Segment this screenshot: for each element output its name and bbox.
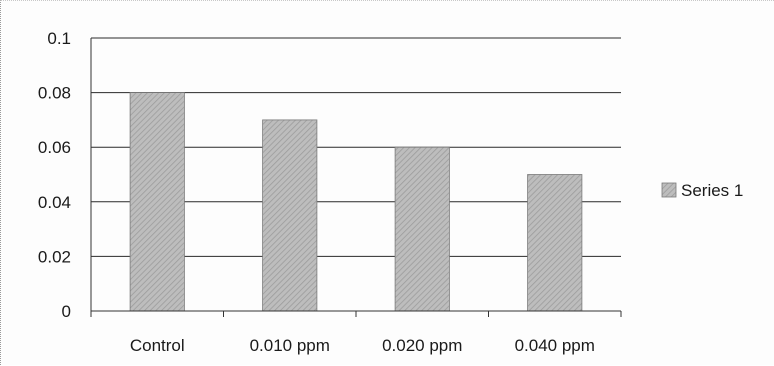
legend-label-series-1: Series 1: [681, 181, 743, 200]
x-tick-label: 0.040 ppm: [515, 336, 595, 355]
axes: [90, 38, 622, 317]
y-tick-label: 0.08: [38, 84, 71, 103]
y-tick-label: 0.1: [47, 29, 71, 48]
y-tick-labels: 0 0.02 0.04 0.06 0.08 0.1: [38, 29, 71, 321]
x-tick-label: 0.010 ppm: [250, 336, 330, 355]
x-tick-label: 0.020 ppm: [382, 336, 462, 355]
bar-1: [129, 92, 185, 312]
x-tick-labels: Control 0.010 ppm 0.020 ppm 0.040 ppm: [130, 336, 595, 355]
bar-4: [527, 174, 583, 312]
legend-swatch: [661, 182, 677, 198]
legend: Series 1: [661, 181, 743, 200]
y-tick-label: 0.04: [38, 193, 71, 212]
bar-2: [262, 119, 318, 312]
x-tick-label: Control: [130, 336, 185, 355]
y-tick-label: 0.06: [38, 138, 71, 157]
bar-3: [394, 146, 450, 312]
y-tick-label: 0.02: [38, 247, 71, 266]
bars: [129, 92, 583, 312]
y-tick-label: 0: [62, 302, 71, 321]
